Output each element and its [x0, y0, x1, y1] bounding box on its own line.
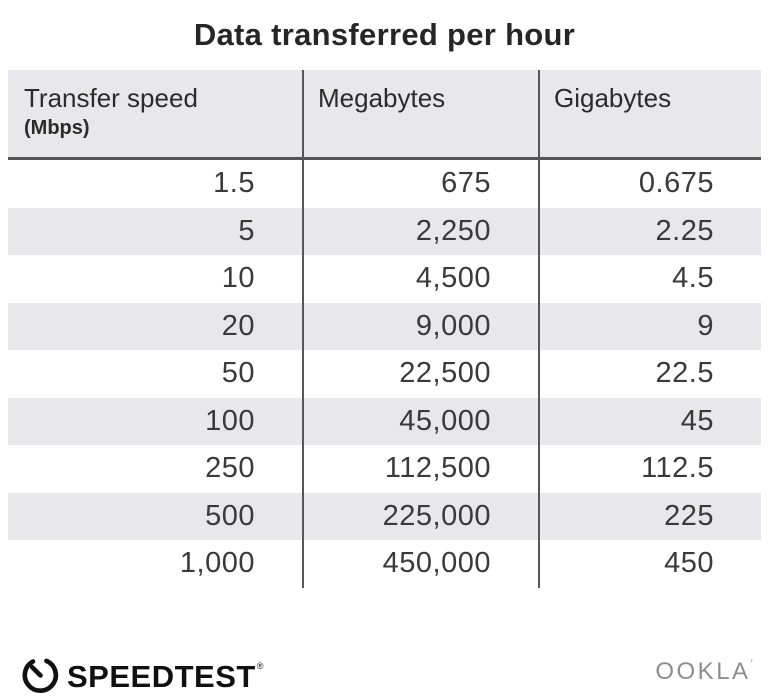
cell-megabytes: 2,250: [302, 207, 538, 255]
cell-megabytes: 112,500: [302, 445, 538, 493]
cell-transfer-speed: 50: [221, 357, 255, 389]
header-gigabytes-label: Gigabytes: [554, 83, 672, 113]
cell-transfer-speed: 1,000: [179, 547, 255, 579]
cell-transfer-speed: 100: [205, 404, 255, 437]
cell-megabytes: 45,000: [302, 397, 538, 445]
table-row: 100 45,000 45: [8, 397, 761, 445]
cell-megabytes: 22,500: [302, 350, 538, 398]
header-transfer-speed: Transfer speed (Mbps): [8, 70, 302, 157]
cell-transfer-speed: 5: [238, 214, 255, 247]
speedtest-gauge-icon: [20, 654, 60, 699]
cell-gigabytes: 450: [538, 540, 761, 588]
cell-gigabytes: 9: [538, 302, 761, 350]
speedtest-logo: SPEEDTEST ®: [20, 654, 263, 699]
table-row: 50 22,500 22.5: [8, 350, 761, 398]
header-transfer-speed-label: Transfer speed: [24, 83, 198, 113]
registered-trademark-icon: ®: [256, 661, 264, 671]
table-row: 20 9,000 9: [8, 302, 761, 350]
table-row: 250 112,500 112.5: [8, 445, 761, 493]
cell-transfer-speed: 10: [221, 262, 255, 294]
table-row: 5 2,250 2.25: [8, 207, 761, 255]
page-title: Data transferred per hour: [193, 17, 576, 52]
cell-megabytes: 225,000: [302, 492, 538, 540]
cell-transfer-speed: 250: [205, 452, 255, 484]
cell-gigabytes: 4.5: [538, 255, 761, 303]
header-megabytes: Megabytes: [302, 70, 538, 157]
cell-megabytes: 9,000: [302, 302, 538, 350]
header-transfer-speed-unit: (Mbps): [24, 117, 90, 139]
cell-gigabytes: 45: [538, 397, 761, 445]
cell-transfer-speed: 500: [205, 499, 255, 532]
ookla-logo: OOKLA’: [655, 658, 753, 686]
ookla-trademark-icon: ’: [750, 658, 753, 670]
cell-gigabytes: 22.5: [538, 350, 761, 398]
cell-gigabytes: 2.25: [538, 207, 761, 255]
table-row: 500 225,000 225: [8, 492, 761, 540]
table-row: 1.5 675 0.675: [8, 160, 761, 208]
table-row: 1,000 450,000 450: [8, 540, 761, 588]
cell-transfer-speed: 1.5: [213, 167, 255, 199]
cell-gigabytes: 0.675: [538, 160, 761, 208]
cell-gigabytes: 225: [538, 492, 761, 540]
footer: SPEEDTEST ® OOKLA’: [0, 648, 769, 698]
header-megabytes-label: Megabytes: [318, 83, 446, 113]
cell-megabytes: 675: [302, 160, 538, 208]
speedtest-wordmark: SPEEDTEST: [67, 658, 256, 694]
ookla-wordmark: OOKLA: [655, 658, 751, 685]
cell-transfer-speed: 20: [221, 309, 255, 342]
cell-megabytes: 450,000: [302, 540, 538, 588]
data-table: Transfer speed (Mbps) Megabytes Gigabyte…: [8, 70, 761, 588]
table-header-row: Transfer speed (Mbps) Megabytes Gigabyte…: [8, 70, 761, 160]
cell-gigabytes: 112.5: [538, 445, 761, 493]
table-row: 10 4,500 4.5: [8, 255, 761, 303]
cell-megabytes: 4,500: [302, 255, 538, 303]
header-gigabytes: Gigabytes: [538, 70, 761, 157]
table-body: 1.5 675 0.675 5 2,250 2.25 10 4,500 4.5 20 9,000 9 5…: [8, 160, 761, 588]
